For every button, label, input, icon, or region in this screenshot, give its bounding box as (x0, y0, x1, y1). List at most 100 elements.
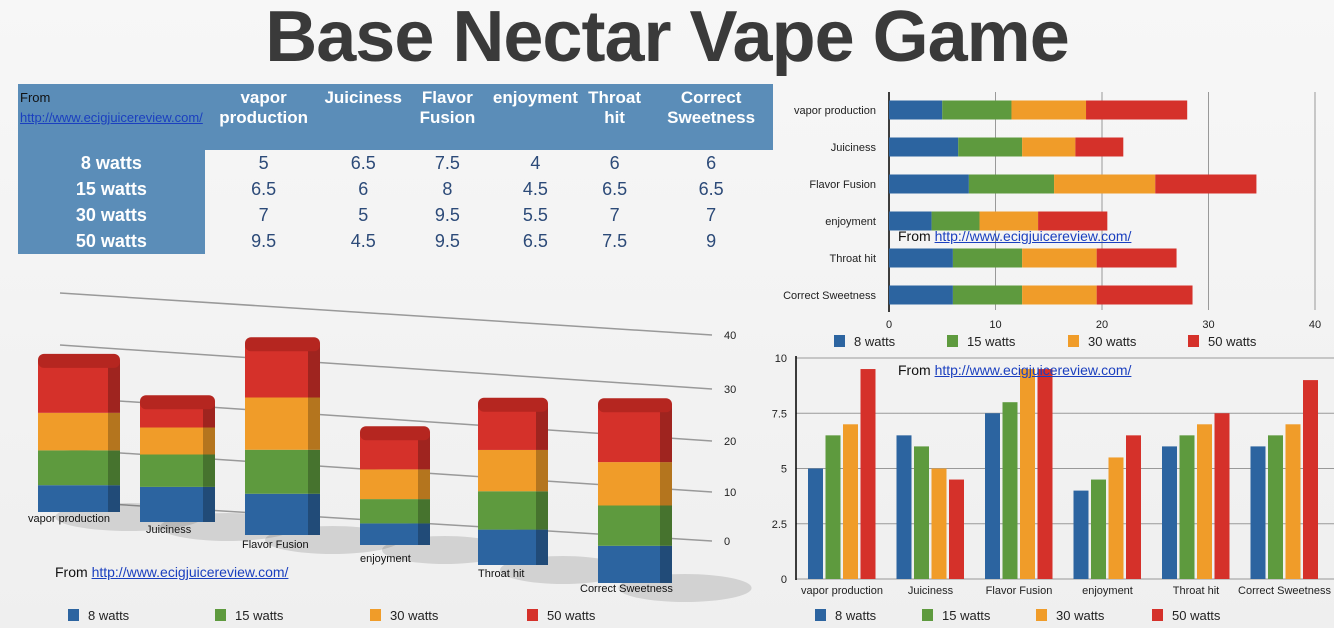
column-segment (140, 454, 215, 487)
bar (1285, 424, 1301, 579)
x-category-label: enjoyment (360, 553, 411, 565)
column-segment (38, 361, 120, 413)
column-side (108, 361, 120, 413)
legend-label: 50 watts (1208, 334, 1257, 349)
column-segment (360, 499, 430, 524)
bar-segment (1038, 211, 1108, 231)
bar (1020, 369, 1035, 579)
bar (1002, 402, 1018, 579)
bar (825, 435, 841, 579)
table-source-cell: From http://www.ecigjuicereview.com/ (18, 84, 205, 150)
source-link[interactable]: http://www.ecigjuicereview.com/ (934, 228, 1132, 244)
bar-segment (1022, 285, 1097, 305)
bar (1162, 446, 1177, 579)
bar-segment (1155, 174, 1257, 194)
table-cell: 4.5 (522, 178, 548, 199)
table-cell: 7.5 (434, 152, 460, 173)
row-label: 8 watts (18, 150, 205, 176)
bar (1126, 435, 1141, 579)
bar (949, 479, 964, 579)
column-top (598, 398, 672, 413)
column-side (203, 403, 215, 428)
column-header: Juiciness (322, 84, 404, 150)
legend-swatch (922, 609, 933, 621)
column-segment (38, 412, 120, 451)
table-cell: 9.5 (434, 230, 460, 251)
bar-segment (1075, 137, 1124, 157)
y-tick-label: 0 (724, 536, 730, 548)
column-side (536, 449, 548, 492)
y-category-label: Flavor Fusion (809, 179, 876, 191)
bar (1073, 490, 1089, 579)
bar (1037, 369, 1053, 579)
gridline (59, 292, 713, 336)
column-segment (478, 529, 548, 565)
source-prefix: From (898, 362, 935, 378)
column-segment (598, 505, 672, 546)
x-category-label: Throat hit (478, 568, 524, 580)
table-cell: 6.5 (602, 178, 628, 199)
x-category-label: enjoyment (1082, 585, 1133, 597)
column-segment (245, 493, 320, 535)
bar (860, 369, 876, 579)
row-label: 15 watts (18, 176, 205, 202)
bar-segment (889, 100, 943, 120)
x-category-label: Juiciness (908, 585, 954, 597)
x-tick-label: 20 (1096, 319, 1108, 331)
column-segment (140, 486, 215, 522)
bar-segment (1086, 100, 1188, 120)
bar (1179, 435, 1195, 579)
y-category-label: vapor production (794, 105, 876, 117)
column-top (38, 353, 120, 368)
bar-segment (1096, 285, 1193, 305)
column-side (418, 469, 430, 500)
source-link[interactable]: http://www.ecigjuicereview.com/ (934, 362, 1132, 378)
source-link[interactable]: http://www.ecigjuicereview.com/ (20, 110, 203, 125)
column-segment (38, 450, 120, 486)
bar (985, 413, 1000, 579)
bar-segment (889, 211, 932, 231)
table-cell: 4 (530, 152, 541, 173)
column-segment (38, 485, 120, 512)
gridline (59, 344, 713, 390)
column-header: Correct Sweetness (649, 84, 773, 150)
y-tick-label: 7.5 (772, 408, 787, 420)
column-segment (478, 491, 548, 530)
x-tick-label: 0 (886, 319, 892, 331)
column-side (660, 406, 672, 463)
bar-segment (931, 211, 980, 231)
y-tick-label: 10 (724, 487, 736, 499)
row-label: 50 watts (18, 228, 205, 254)
y-category-label: Correct Sweetness (783, 290, 876, 302)
bar (1091, 479, 1106, 579)
column-side (418, 434, 430, 470)
column-segment (245, 397, 320, 450)
column-side (660, 505, 672, 546)
bar-segment (1011, 100, 1087, 120)
y-category-label: enjoyment (825, 216, 876, 228)
bar (808, 468, 823, 579)
table-cell: 8 (442, 178, 453, 199)
table-cell: 7 (258, 204, 269, 225)
y-tick-label: 2.5 (772, 519, 787, 531)
bar (1303, 380, 1318, 579)
legend-swatch (1188, 335, 1199, 347)
source-link[interactable]: http://www.ecigjuicereview.com/ (91, 564, 289, 580)
column-side (308, 397, 320, 450)
column-segment (478, 405, 548, 450)
legend-label: 50 watts (1172, 608, 1221, 623)
table-header-row: From http://www.ecigjuicereview.com/ vap… (18, 84, 773, 150)
source-note-vbar: From http://www.ecigjuicereview.com/ (898, 362, 1131, 378)
bar-segment (1022, 137, 1076, 157)
bar-segment (1096, 248, 1177, 268)
column-header: vapor production (204, 84, 323, 150)
bar (1250, 446, 1266, 579)
y-tick-label: 40 (724, 330, 736, 342)
bar-segment (889, 248, 953, 268)
y-tick-label: 20 (724, 436, 736, 448)
column-segment (478, 449, 548, 492)
table-row: 15 watts 6.5 6 8 4.5 6.5 6.5 (18, 176, 773, 202)
bar-segment (889, 285, 953, 305)
column-top (360, 426, 430, 441)
